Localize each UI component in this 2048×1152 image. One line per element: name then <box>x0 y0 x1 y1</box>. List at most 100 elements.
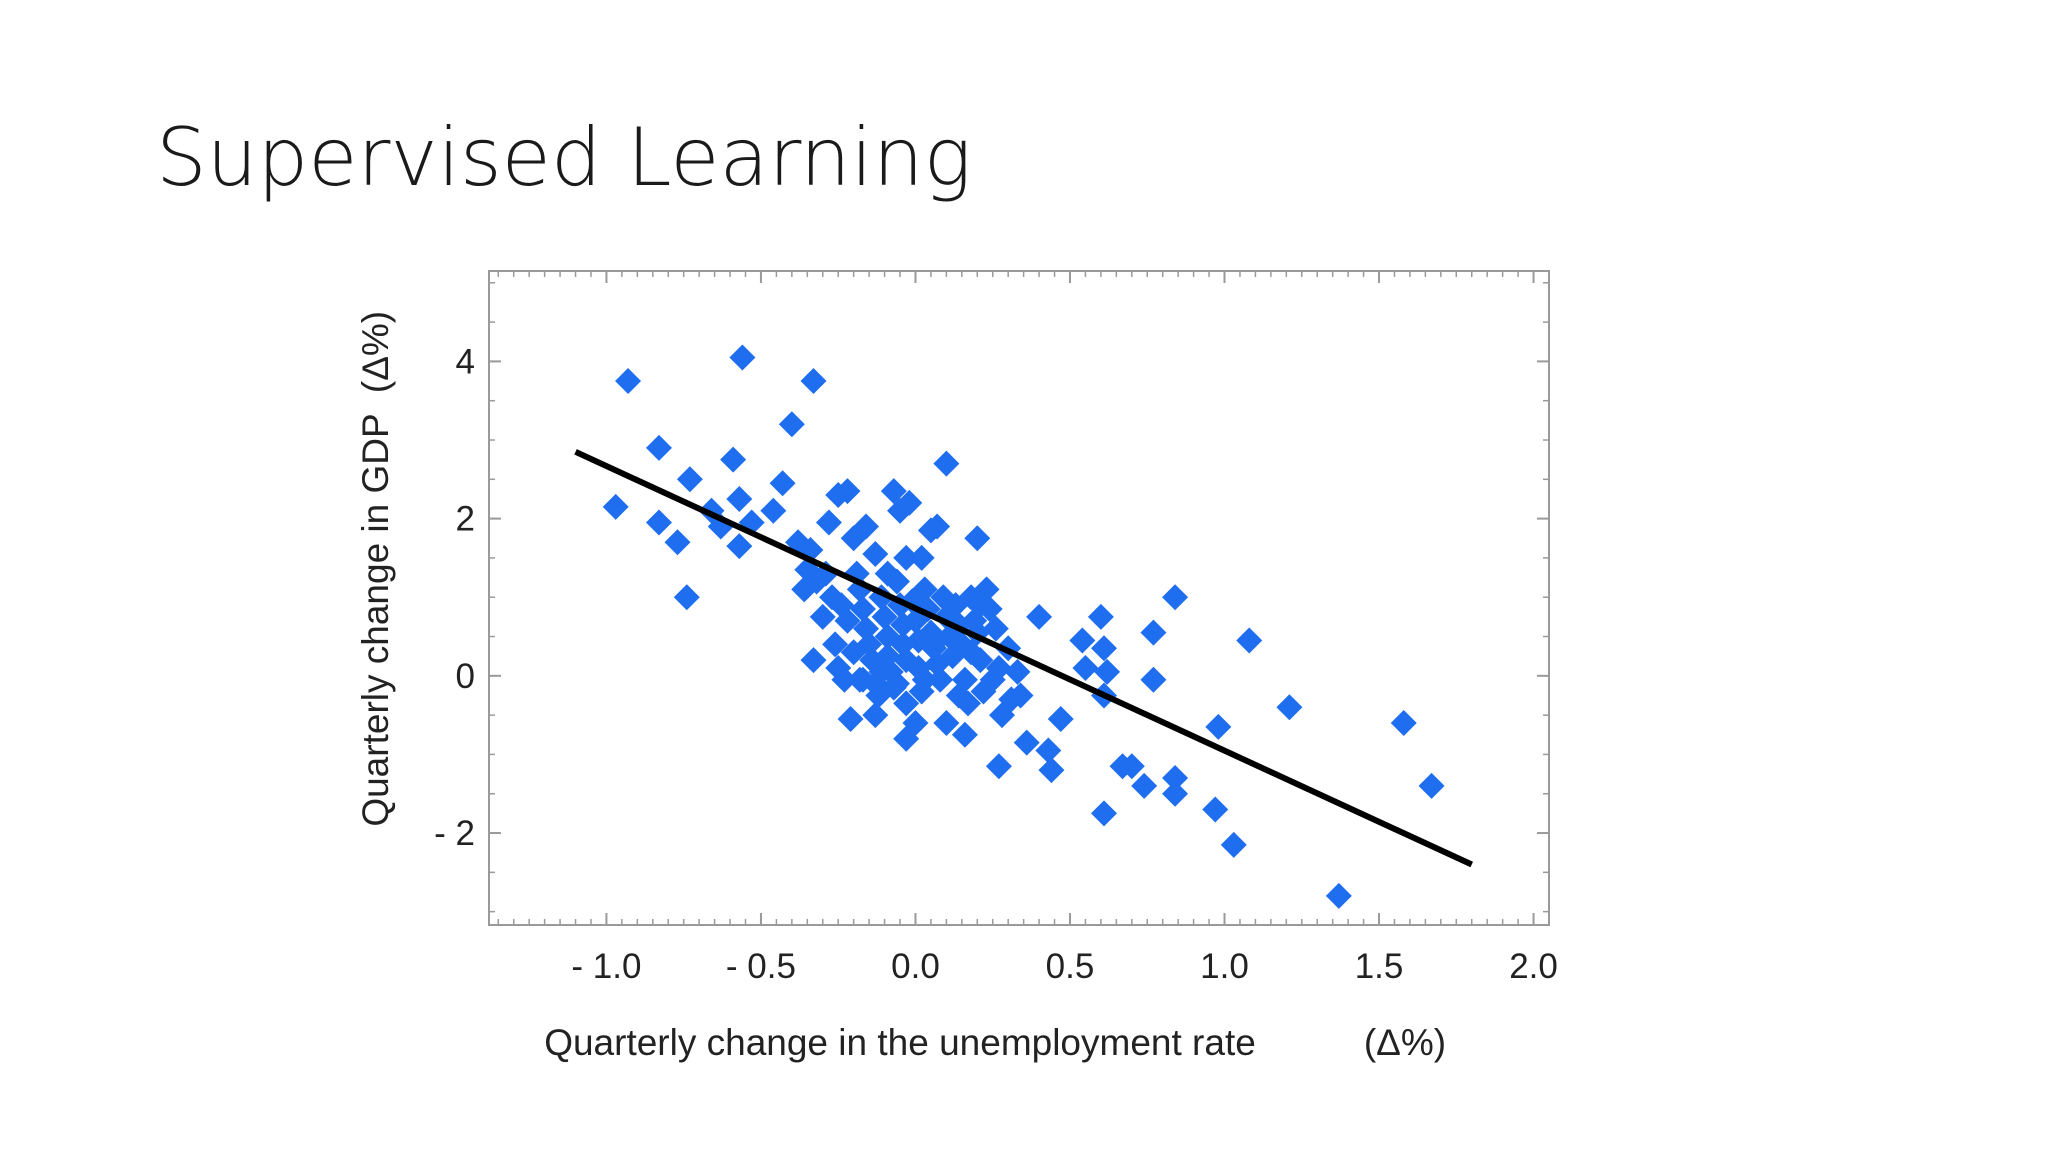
x-tick-labels: - 1.0 - 0.5 0.0 0.5 1.0 1.5 2.0 <box>571 947 1557 986</box>
data-point <box>800 647 827 674</box>
data-point <box>896 489 923 516</box>
data-point <box>871 603 898 630</box>
data-point <box>1013 729 1040 756</box>
data-point <box>979 666 1006 693</box>
data-point <box>853 513 880 540</box>
y-axis-label: Quarterly change in GDP <box>355 413 396 826</box>
data-point <box>982 615 1009 642</box>
data-point <box>1418 772 1445 799</box>
axis-major-ticks <box>489 271 1549 925</box>
data-point <box>933 709 960 736</box>
data-point <box>1090 635 1117 662</box>
data-point <box>840 639 867 666</box>
data-point <box>1072 654 1099 681</box>
data-point <box>837 706 864 733</box>
data-point <box>1325 882 1352 909</box>
data-point <box>769 470 796 497</box>
data-point <box>951 721 978 748</box>
data-point <box>1038 757 1065 784</box>
data-point <box>1162 765 1189 792</box>
data-point <box>664 529 691 556</box>
x-tick-label: 1.5 <box>1355 947 1404 986</box>
data-point <box>1205 713 1232 740</box>
data-point <box>893 690 920 717</box>
data-point <box>927 666 954 693</box>
data-point <box>1069 627 1096 654</box>
x-axis-unit: (Δ%) <box>1364 1022 1446 1063</box>
data-point <box>1202 796 1229 823</box>
data-point <box>849 666 876 693</box>
data-point <box>964 525 991 552</box>
data-point <box>1220 831 1247 858</box>
y-tick-label: 0 <box>456 657 475 696</box>
data-point <box>1162 584 1189 611</box>
x-tick-label: - 0.5 <box>726 947 796 986</box>
regression-line <box>574 449 1473 868</box>
slide-title: Supervised Learning <box>156 111 972 204</box>
y-tick-label: 2 <box>456 500 475 539</box>
data-point <box>778 411 805 438</box>
data-point <box>645 434 672 461</box>
data-point <box>726 533 753 560</box>
x-tick-label: 0.5 <box>1046 947 1095 986</box>
data-point <box>1390 709 1417 736</box>
y-tick-label: - 2 <box>434 814 475 853</box>
data-point <box>1276 694 1303 721</box>
data-point <box>1162 780 1189 807</box>
data-point <box>676 466 703 493</box>
data-point <box>902 709 929 736</box>
data-point <box>958 639 985 666</box>
data-point <box>602 493 629 520</box>
data-point <box>849 596 876 623</box>
data-point <box>760 497 787 524</box>
data-point <box>911 666 938 693</box>
data-point <box>1035 737 1062 764</box>
y-tick-labels: - 2 0 2 4 <box>434 342 475 853</box>
data-point <box>834 478 861 505</box>
data-point <box>868 658 895 685</box>
data-point <box>862 702 889 729</box>
data-point <box>862 540 889 567</box>
data-point <box>645 509 672 536</box>
data-point <box>865 682 892 709</box>
data-point <box>831 666 858 693</box>
y-tick-label: 4 <box>456 342 475 381</box>
data-point <box>822 631 849 658</box>
data-point <box>1090 800 1117 827</box>
x-axis-label: Quarterly change in the unemployment rat… <box>544 1022 1256 1063</box>
data-point <box>924 627 951 654</box>
data-point <box>880 478 907 505</box>
data-point <box>1007 682 1034 709</box>
data-point <box>911 576 938 603</box>
x-tick-label: 2.0 <box>1509 947 1558 986</box>
data-point <box>924 513 951 540</box>
data-point <box>1131 772 1158 799</box>
data-point <box>1140 666 1167 693</box>
data-point <box>945 682 972 709</box>
data-point <box>815 509 842 536</box>
x-tick-label: - 1.0 <box>571 947 641 986</box>
data-point <box>883 670 910 697</box>
data-point <box>1140 619 1167 646</box>
data-point <box>834 607 861 634</box>
data-point <box>985 753 1012 780</box>
x-tick-label: 0.0 <box>891 947 940 986</box>
data-point <box>809 603 836 630</box>
data-point <box>615 368 642 395</box>
data-point <box>1026 603 1053 630</box>
data-point <box>933 450 960 477</box>
data-point <box>883 568 910 595</box>
x-tick-label: 1.0 <box>1200 947 1249 986</box>
data-point <box>729 344 756 371</box>
data-point <box>1236 627 1263 654</box>
data-point <box>1094 658 1121 685</box>
data-point <box>1087 603 1114 630</box>
data-point <box>673 584 700 611</box>
y-axis-unit: (Δ%) <box>355 311 396 393</box>
data-point <box>967 592 994 619</box>
data-point <box>1047 706 1074 733</box>
data-point <box>908 544 935 571</box>
data-point <box>1004 658 1031 685</box>
data-point <box>726 485 753 512</box>
